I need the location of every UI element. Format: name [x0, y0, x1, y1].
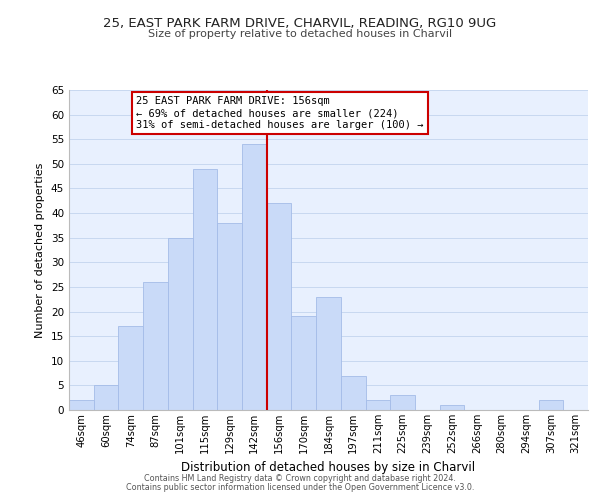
- Bar: [440, 405, 464, 410]
- Bar: [143, 282, 168, 410]
- Bar: [267, 203, 292, 410]
- Bar: [365, 400, 390, 410]
- Bar: [217, 223, 242, 410]
- Bar: [118, 326, 143, 410]
- Bar: [316, 297, 341, 410]
- Bar: [539, 400, 563, 410]
- Y-axis label: Number of detached properties: Number of detached properties: [35, 162, 46, 338]
- Bar: [193, 169, 217, 410]
- Bar: [168, 238, 193, 410]
- X-axis label: Distribution of detached houses by size in Charvil: Distribution of detached houses by size …: [181, 462, 476, 474]
- Bar: [69, 400, 94, 410]
- Text: Contains HM Land Registry data © Crown copyright and database right 2024.: Contains HM Land Registry data © Crown c…: [144, 474, 456, 483]
- Bar: [292, 316, 316, 410]
- Text: Size of property relative to detached houses in Charvil: Size of property relative to detached ho…: [148, 29, 452, 39]
- Text: 25 EAST PARK FARM DRIVE: 156sqm
← 69% of detached houses are smaller (224)
31% o: 25 EAST PARK FARM DRIVE: 156sqm ← 69% of…: [136, 96, 424, 130]
- Bar: [242, 144, 267, 410]
- Text: 25, EAST PARK FARM DRIVE, CHARVIL, READING, RG10 9UG: 25, EAST PARK FARM DRIVE, CHARVIL, READI…: [103, 18, 497, 30]
- Text: Contains public sector information licensed under the Open Government Licence v3: Contains public sector information licen…: [126, 483, 474, 492]
- Bar: [341, 376, 365, 410]
- Bar: [94, 386, 118, 410]
- Bar: [390, 395, 415, 410]
